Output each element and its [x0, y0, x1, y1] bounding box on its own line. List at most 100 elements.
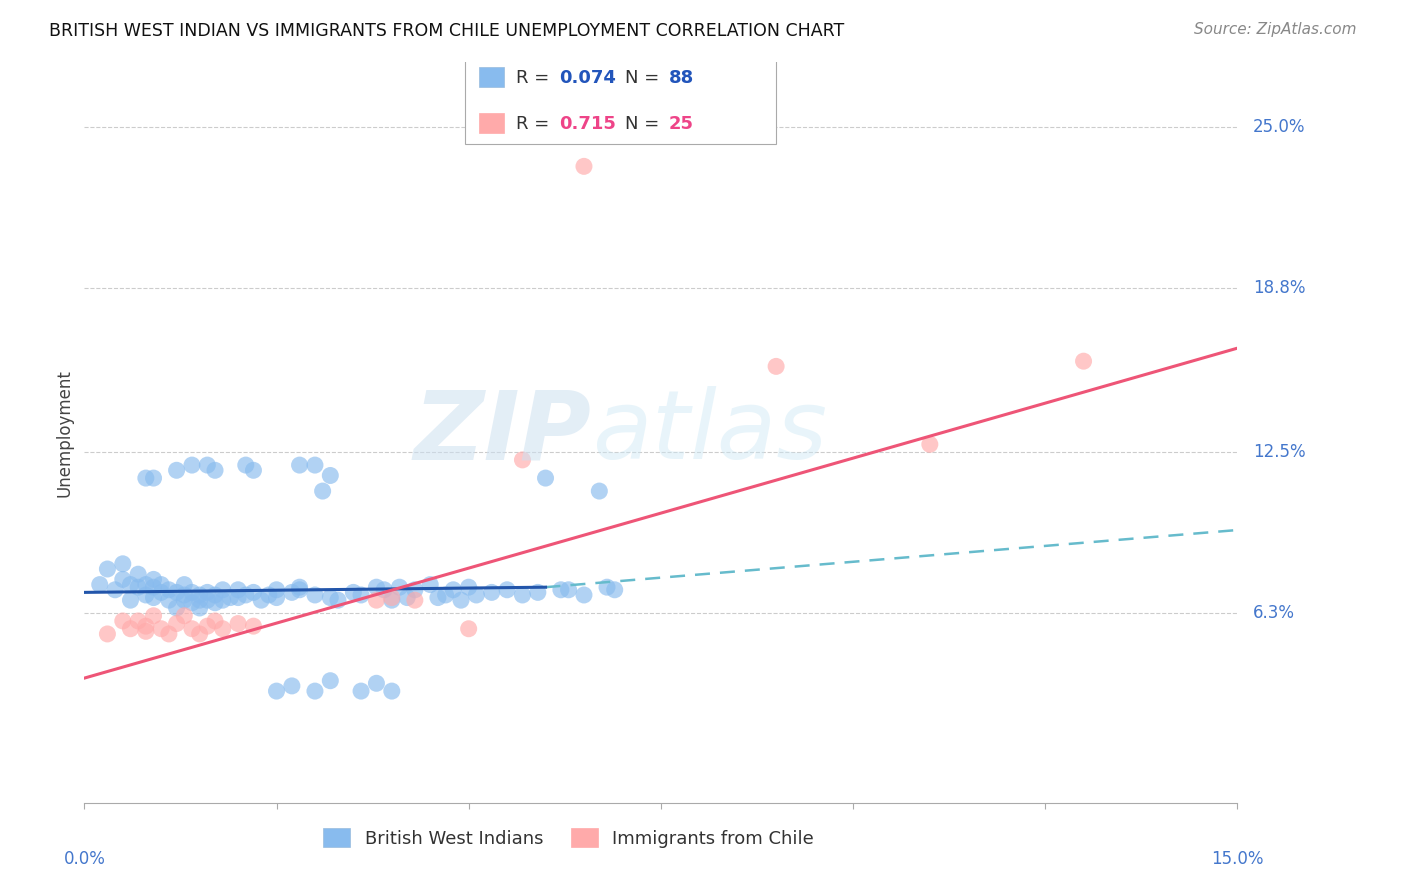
Point	[188, 601, 211, 615]
Point	[319, 591, 342, 605]
Text: 25: 25	[669, 115, 695, 133]
Text: 25.0%: 25.0%	[1253, 119, 1305, 136]
Text: 18.8%: 18.8%	[1253, 279, 1305, 297]
Point	[127, 580, 149, 594]
Point	[135, 619, 157, 633]
Text: 0.715: 0.715	[560, 115, 616, 133]
Point	[142, 591, 165, 605]
Point	[1073, 354, 1095, 368]
Point	[603, 582, 626, 597]
Text: N =: N =	[626, 115, 659, 133]
Point	[111, 573, 134, 587]
Text: R =: R =	[516, 115, 548, 133]
Bar	[478, 67, 503, 87]
Point	[166, 463, 188, 477]
Point	[188, 627, 211, 641]
Point	[211, 582, 233, 597]
Point	[918, 437, 941, 451]
Point	[311, 484, 333, 499]
Point	[288, 580, 311, 594]
Point	[596, 580, 619, 594]
Point	[350, 684, 373, 698]
Point	[188, 588, 211, 602]
Point	[396, 591, 419, 605]
Point	[326, 593, 349, 607]
Point	[181, 458, 204, 472]
Point	[204, 463, 226, 477]
Point	[381, 684, 404, 698]
Text: 0.074: 0.074	[560, 69, 616, 87]
Text: Source: ZipAtlas.com: Source: ZipAtlas.com	[1194, 22, 1357, 37]
Point	[120, 622, 142, 636]
Point	[304, 684, 326, 698]
Point	[765, 359, 787, 374]
Point	[366, 580, 388, 594]
Point	[250, 593, 273, 607]
Point	[388, 580, 411, 594]
Text: 6.3%: 6.3%	[1253, 604, 1295, 622]
Bar	[478, 113, 503, 133]
Text: 0.0%: 0.0%	[63, 849, 105, 868]
Point	[226, 616, 249, 631]
Point	[281, 679, 304, 693]
Point	[572, 588, 595, 602]
Point	[96, 562, 118, 576]
Point	[534, 471, 557, 485]
Point	[512, 453, 534, 467]
Point	[350, 588, 373, 602]
Legend: British West Indians, Immigrants from Chile: British West Indians, Immigrants from Ch…	[315, 819, 823, 856]
Point	[257, 588, 280, 602]
Point	[195, 593, 218, 607]
Point	[135, 588, 157, 602]
Point	[496, 582, 519, 597]
Point	[166, 585, 188, 599]
Point	[150, 622, 173, 636]
Point	[135, 624, 157, 639]
Point	[366, 676, 388, 690]
Point	[242, 463, 264, 477]
Point	[142, 580, 165, 594]
Point	[211, 593, 233, 607]
Point	[434, 588, 457, 602]
Point	[457, 622, 479, 636]
Point	[572, 159, 595, 173]
Point	[142, 471, 165, 485]
Point	[304, 458, 326, 472]
Point	[288, 582, 311, 597]
Text: 88: 88	[669, 69, 695, 87]
Text: ZIP: ZIP	[413, 386, 592, 479]
Point	[450, 593, 472, 607]
Point	[96, 627, 118, 641]
Point	[319, 468, 342, 483]
Point	[181, 596, 204, 610]
Point	[142, 573, 165, 587]
Point	[219, 591, 242, 605]
Point	[204, 614, 226, 628]
FancyBboxPatch shape	[465, 59, 776, 144]
Point	[242, 585, 264, 599]
Point	[266, 591, 288, 605]
Text: 12.5%: 12.5%	[1253, 443, 1305, 461]
Point	[588, 484, 610, 499]
Point	[226, 591, 249, 605]
Point	[111, 557, 134, 571]
Point	[157, 582, 180, 597]
Point	[235, 588, 257, 602]
Point	[181, 622, 204, 636]
Point	[281, 585, 304, 599]
Point	[465, 588, 488, 602]
Point	[366, 593, 388, 607]
Point	[419, 577, 441, 591]
Point	[441, 582, 464, 597]
Point	[173, 588, 195, 602]
Text: R =: R =	[516, 69, 548, 87]
Point	[404, 582, 426, 597]
Text: BRITISH WEST INDIAN VS IMMIGRANTS FROM CHILE UNEMPLOYMENT CORRELATION CHART: BRITISH WEST INDIAN VS IMMIGRANTS FROM C…	[49, 22, 845, 40]
Point	[557, 582, 579, 597]
Point	[204, 596, 226, 610]
Point	[173, 608, 195, 623]
Point	[157, 627, 180, 641]
Point	[550, 582, 572, 597]
Point	[135, 471, 157, 485]
Point	[426, 591, 449, 605]
